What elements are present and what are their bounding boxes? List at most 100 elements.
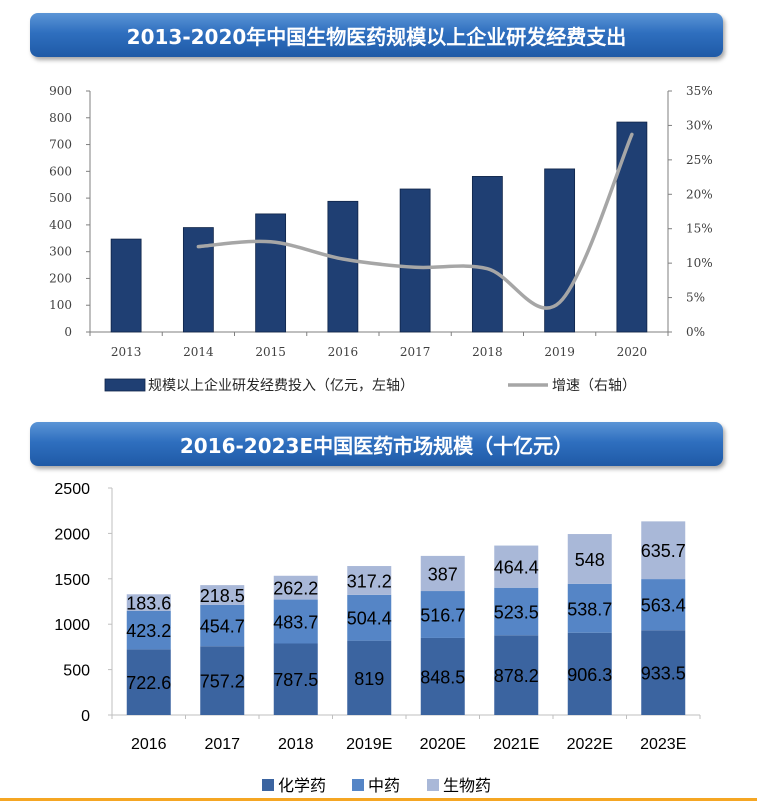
chart2-legend-label: 生物药 [443,776,491,795]
chart1-right-tick-label: 20% [686,187,713,201]
chart1-left-tick-label: 700 [49,138,72,152]
chart2-data-label: 787.5 [273,670,318,690]
chart1-x-tick-label: 2013 [111,345,142,359]
chart1-legend-label-line: 增速（右轴） [552,378,636,394]
chart2-data-label: 563.4 [641,596,686,616]
chart2-bar-segment [347,640,392,715]
chart2-legend-swatch [427,779,439,791]
chart2-data-label: 387 [428,564,458,584]
chart2-data-label: 317.2 [347,571,392,591]
chart2-y-tick-label: 1500 [54,572,90,589]
chart2-bar-segment [567,583,612,633]
chart2-data-label: 423.2 [126,621,171,641]
chart2-data-label: 548 [575,550,605,570]
chart1-right-tick-label: 0% [686,325,705,339]
chart2-bar-segment [126,610,171,650]
chart1-left-tick-label: 200 [49,271,72,285]
chart1-bar [327,200,359,333]
chart2-y-tick-label: 2500 [54,481,90,498]
chart2-data-label: 757.2 [200,672,245,692]
chart2-data-label: 262.2 [273,579,318,599]
chart2-data-label: 483.7 [273,613,318,633]
chart1-x-tick-label: 2016 [328,345,359,359]
chart2-bar-segment [567,632,612,715]
chart1-left-tick-label: 900 [49,84,72,98]
chart2-y-tick-label: 0 [81,708,90,725]
chart2-y-tick-label: 2000 [54,526,90,543]
chart1-bar [255,213,287,333]
chart2-data-label: 933.5 [641,664,686,684]
chart2-data-label: 504.4 [347,609,392,629]
bottom-divider [0,798,757,801]
chart2-legend-label: 中药 [368,776,400,795]
chart2-bar-segment [420,555,465,592]
chart1-title: 2013-2020年中国生物医药规模以上企业研发经费支出 [126,24,627,49]
chart1-bar [471,176,503,333]
chart2-bar-segment [494,587,539,636]
chart2-bar-segment [273,643,318,715]
chart1-legend-label-bar: 规模以上企业研发经费投入（亿元，左轴） [148,377,414,394]
chart1-x-tick-label: 2018 [472,345,503,359]
chart2-bar-segment [347,566,392,595]
chart2-data-label: 454.7 [200,617,245,637]
chart2-data-label: 906.3 [567,665,612,685]
chart2-title: 2016-2023E中国医药市场规模（十亿元） [179,433,574,458]
chart1-left-tick-label: 0 [64,325,72,339]
chart2-bar-segment [126,649,171,715]
chart1-right-tick-label: 30% [686,118,713,132]
chart1-bar [399,188,431,333]
chart1-bar [544,168,576,333]
chart2-y-tick-label: 500 [63,663,90,680]
chart2-x-tick-label: 2017 [204,736,240,753]
chart2-bar-segment [420,591,465,638]
chart2-x-tick-label: 2019E [346,736,392,753]
chart2-data-label: 635.7 [641,541,686,561]
chart2-bar-segment [273,575,318,600]
chart2-bar-segment [347,594,392,641]
chart2-data-label: 516.7 [420,605,465,625]
chart2-data-label: 878.2 [494,666,539,686]
chart1-x-tick-label: 2015 [255,345,286,359]
chart1-legend-swatch-bar [104,378,146,392]
chart2-data-label: 464.4 [494,558,539,578]
chart1-bar [110,238,142,333]
chart2-bar-segment [641,521,686,580]
chart2-x-tick-label: 2021E [493,736,539,753]
chart1-right-tick-label: 5% [686,291,705,305]
chart1-title-banner: 2013-2020年中国生物医药规模以上企业研发经费支出 [30,13,723,57]
chart2-legend-swatch [352,779,364,791]
chart2-bar-segment [200,646,245,715]
chart1-left-tick-label: 500 [49,191,72,205]
chart2-x-tick-label: 2023E [640,736,686,753]
chart2-bar-segment [420,637,465,715]
chart2-bar-segment [494,545,539,588]
chart2-bar-segment [641,579,686,631]
chart1-left-tick-label: 400 [49,218,72,232]
chart1-x-tick-label: 2017 [400,345,431,359]
chart2-bar-segment [126,594,171,611]
chart2-y-tick-label: 1000 [54,617,90,634]
chart2-legend-swatch [262,779,274,791]
chart1-left-tick-label: 600 [49,164,72,178]
chart2-x-tick-label: 2020E [420,736,466,753]
chart1-left-tick-label: 800 [49,111,72,125]
chart1-right-tick-label: 35% [686,84,713,98]
chart2-title-banner: 2016-2023E中国医药市场规模（十亿元） [30,422,723,466]
chart2-legend-label: 化学药 [278,776,326,795]
chart2-x-tick-label: 2022E [567,736,613,753]
chart1-rd-spending: 0 100 200 300 400 500 600 700 800 900 0% 5% 10% 15% 20… [49,84,713,394]
chart2-data-label: 722.6 [126,673,171,693]
chart2-data-label: 819 [354,669,384,689]
chart2-x-tick-label: 2016 [131,736,167,753]
chart1-left-tick-label: 100 [49,298,72,312]
chart1-right-tick-label: 15% [686,222,713,236]
chart2-data-label: 218.5 [200,586,245,606]
chart1-right-tick-label: 25% [686,153,713,167]
chart1-x-tick-label: 2014 [183,345,214,359]
chart2-bar-segment [567,534,612,584]
chart1-growth-line [196,132,634,310]
chart1-x-tick-label: 2020 [617,345,648,359]
chart2-bar-segment [200,585,245,605]
chart2-bar-segment [200,604,245,647]
